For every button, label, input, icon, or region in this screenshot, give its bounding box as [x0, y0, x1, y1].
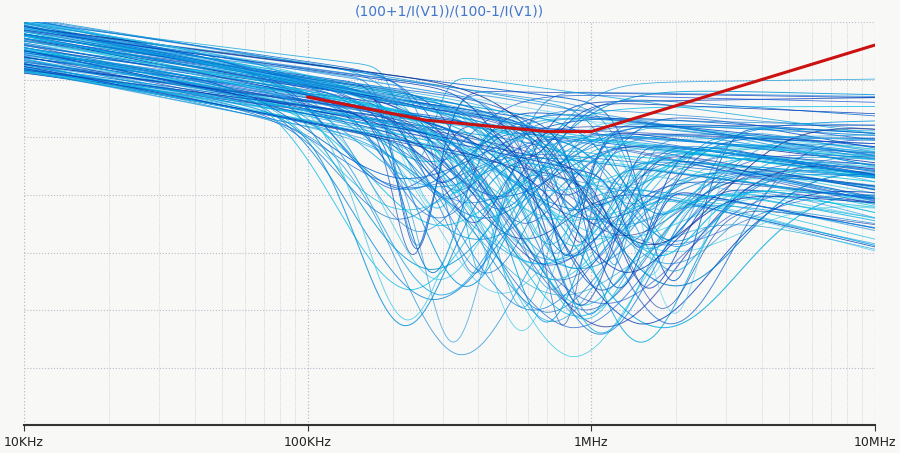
Title: (100+1/I(V1))/(100-1/I(V1)): (100+1/I(V1))/(100-1/I(V1)) — [355, 4, 544, 18]
